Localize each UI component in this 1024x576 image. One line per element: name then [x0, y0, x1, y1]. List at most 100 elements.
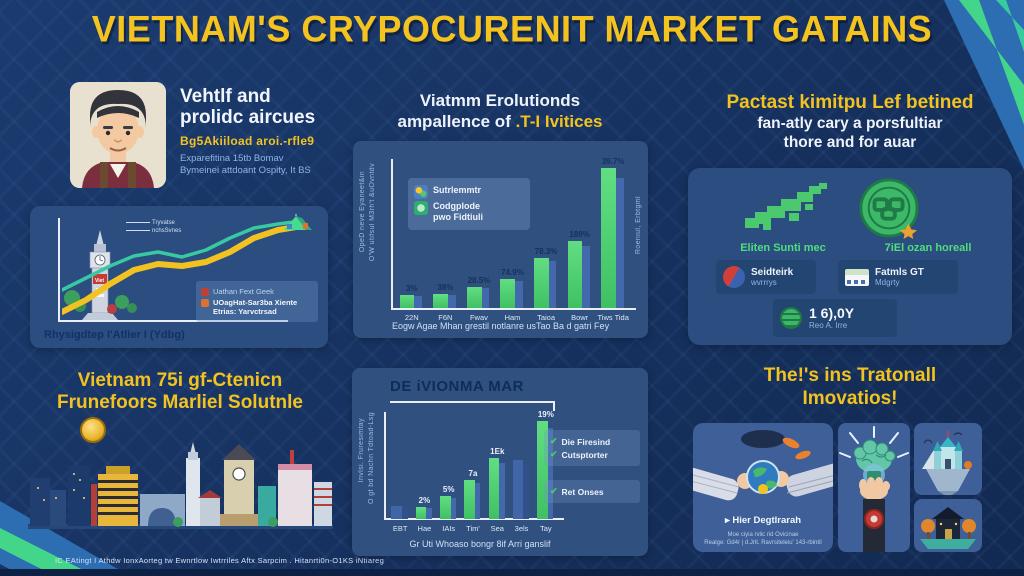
legend-item: UOagHat-Sar3ba Xiente Etrias: Yarvctrsad: [201, 298, 313, 316]
card-notes: Moe ciyia rvlic rid Ovicinae Realge: Gd4…: [697, 531, 829, 547]
profile-heading-line1: Vehtlf and: [180, 86, 271, 107]
gold-coin-icon: [80, 417, 106, 443]
coin-label: 7iEl ozan horeall: [884, 242, 972, 254]
teal-trend-line: [62, 219, 304, 292]
crypto-coin-icon: [859, 178, 919, 239]
bank-card-icon: [845, 268, 869, 286]
big-stat-label: Reo A. Irre: [809, 320, 848, 330]
card-note-line1: Moe ciyia rvlic rid Ovicinae: [727, 532, 799, 538]
y-axis-label-line1: Invlsi. Fruresimtay: [358, 418, 365, 483]
market-stats-panel: Eliten Sunti mec 7iEl ozan horeall Seidt…: [688, 168, 1012, 345]
bar-slot: EBT: [388, 421, 412, 533]
innovation-title-line1: The!'s ins Tratonall: [763, 365, 937, 386]
bar-slot: 39.7% Tiws Tida: [596, 157, 630, 322]
bar-slot: 2% Hae: [412, 421, 436, 533]
adoption-bars: 3% 22N 38% F6N 28.5% Fwav 74.9% Ham 78.3% Taioa 18…: [395, 157, 630, 322]
y-axis-label-line1: OpeD neve Eyaneet&in: [359, 171, 366, 253]
bar-value-label: 28.5%: [467, 276, 491, 285]
hands-globe-illustration: [693, 430, 833, 501]
card-caption-text: Hier Degtlrarah: [732, 515, 802, 526]
growth-chart-legend: Uathan Fext Geek UOagHat-Sar3ba Xiente E…: [196, 281, 318, 322]
check-icon: ✔: [550, 436, 558, 446]
legend-label: Uathan Fext Geek: [213, 287, 274, 296]
bar-slot: 5% IAIs: [437, 421, 461, 533]
globe-badge-icon: [723, 266, 745, 288]
devionma-chart-panel: DE iVIONMA MAR Invlsi. Fruresimtay O gf …: [352, 368, 648, 556]
profile-heading-line2: prolidc aircues: [180, 107, 316, 128]
app-grid-icon: [414, 185, 428, 199]
devionma-bars: EBT 2% Hae 5% IAIs 7a Tim' 1Ek Sea 3els 19% Tay: [388, 410, 558, 533]
bar: [439, 496, 456, 519]
bar-x-label: 22N: [404, 313, 419, 322]
clock-tower-illustration: Viet: [64, 230, 137, 320]
legend-label: Die Firesind: [561, 436, 611, 447]
bar: [399, 295, 422, 308]
adoption-bar-chart-panel: OpeD neve Eyaneet&in O'W utifsul M3rh't …: [353, 141, 648, 338]
growth-lines-plot: [62, 214, 312, 315]
x-axis-line: [391, 308, 636, 310]
bar-value-label: 1Ek: [490, 447, 505, 457]
devionma-legend-box-1: ✔ Die Firesind ✔ Cutsptorter: [544, 430, 640, 466]
bottom-edge-strip: [0, 569, 1024, 576]
stat1-subtitle: wvrrrys: [751, 277, 777, 287]
devionma-caption: Gr Uti Whoaso bongr 8if Arri ganslif: [409, 539, 551, 549]
profile-detail-line2: Bymeinei attdoant Ospity, It BS: [180, 165, 311, 176]
bar-slot: 28.5% Fwav: [462, 168, 496, 322]
coin-icon: [414, 201, 428, 215]
bar: [488, 458, 505, 519]
adoption-chart-legend: Sutrlemmtr Codgplode pwo Fidtiuli: [408, 178, 530, 230]
market-section-title: Pactast kimitpu Lef betined fan-atly car…: [685, 92, 1015, 152]
yellow-trend-line: [62, 223, 305, 315]
bar: [567, 240, 590, 309]
bar-x-label: Tiws Tida: [597, 313, 629, 322]
devionma-header: DE iVIONMA MAR: [390, 378, 524, 395]
y-axis-line: [58, 218, 60, 322]
y-axis-label-line2: O'W utifsul M3rh't &uOvntdv: [369, 163, 376, 262]
castle-island-illustration: [922, 431, 972, 495]
bar-slot: 1Ek Sea: [485, 421, 509, 533]
annotation-line-tick: [126, 221, 150, 223]
bar-value-label: 19%: [537, 410, 554, 419]
castle-island-tile: [914, 423, 982, 495]
legend-label: Sutrlemmtr: [433, 185, 482, 195]
bar: [500, 278, 523, 309]
legend-item: ✔ Cutsptorter: [550, 449, 634, 460]
x-axis-line: [58, 320, 288, 322]
market-title-yellow: Pactast kimitpu Lef betined: [726, 92, 974, 113]
stat1-title: Seidteirk: [751, 266, 794, 278]
bar-value-label: 3%: [406, 284, 418, 294]
bar-x-label: Bowr: [571, 313, 589, 322]
house-illustration: [920, 507, 976, 549]
bar: [464, 479, 480, 520]
adoption-section-title: Viatmm Erolutionds ampallence of .T-I Iv…: [350, 90, 650, 132]
vietnam-map-icon: [745, 183, 827, 230]
corner-decoration-top-right: [944, 0, 1024, 170]
market-title-line2: fan-atly cary a porsfultiar: [757, 115, 943, 132]
innovation-title-line2: Imovatios!: [802, 388, 898, 409]
card-caption: ▸ Hier Degtlrarah: [724, 515, 802, 526]
bar-slot: 189% Bowr: [563, 168, 597, 322]
hand-brain-illustration: [839, 426, 909, 552]
legend-item: Sutrlemmtr: [414, 185, 524, 199]
bar-value-label: 189%: [569, 229, 590, 239]
city-title-line2: Frunefoors Marliel Solutnle: [57, 392, 303, 413]
star-icon: [899, 223, 918, 239]
legend-label: Cutsptorter: [561, 449, 608, 460]
bar-value-label: 7a: [468, 468, 478, 478]
right-side-note: Roeniul, Erbtgml: [635, 196, 642, 255]
bar-slot: 38% F6N: [429, 168, 463, 322]
growth-line-chart-panel: Viet Tryvatse nchsSvnes Ua: [30, 206, 328, 348]
bar: [537, 421, 553, 519]
green-coin-icon: [780, 307, 802, 329]
bar-x-label: 3els: [514, 524, 529, 533]
man-avatar: [70, 82, 166, 188]
bar-x-label: Hae: [417, 524, 432, 533]
bar: [466, 287, 489, 308]
legend-label-line2: pwo Fidtiuli: [433, 212, 483, 222]
tower-annotation: Tryvatse nchsSvnes: [126, 219, 181, 235]
handshake-globe-card: ▸ Hier Degtlrarah Moe ciyia rvlic rid Ov…: [693, 423, 833, 552]
city-skyline-illustration: [28, 442, 333, 529]
profile-text-block: Vehtlf and prolidc aircues Bg5Akiiload a…: [180, 86, 355, 177]
legend-item: Uathan Fext Geek: [201, 287, 313, 296]
